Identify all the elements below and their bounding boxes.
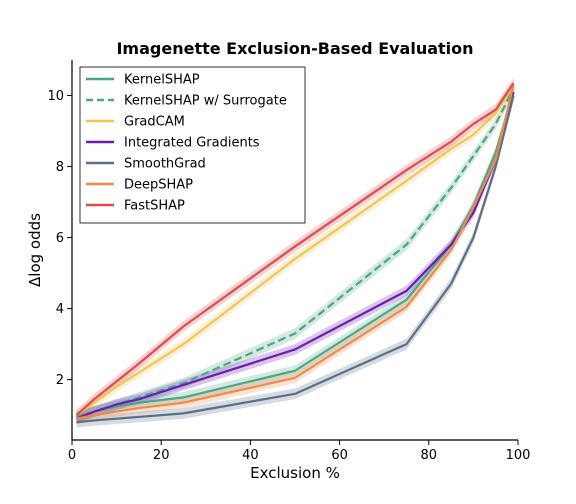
x-tick-label: 40 [242, 448, 259, 463]
y-tick-label: 4 [56, 302, 64, 317]
x-tick-label: 60 [331, 448, 348, 463]
series-line-gradcam [75, 84, 515, 417]
series-lines [75, 82, 515, 424]
confidence-bands [76, 77, 514, 428]
band-gradcam [76, 79, 514, 421]
series-line-deepshap [76, 84, 515, 420]
x-axis-label: Exclusion % [250, 464, 340, 482]
x-tick-label: 0 [68, 448, 76, 463]
legend-label-fastshap: FastSHAP [124, 199, 185, 214]
y-tick-label: 2 [56, 373, 64, 388]
x-tick-label: 20 [153, 448, 170, 463]
series-line-smoothgrad [76, 95, 515, 424]
series-line-kernelshap-w-surrogate [76, 87, 515, 418]
legend-label-smoothgrad: SmoothGrad [124, 157, 206, 172]
y-axis-label: Δlog odds [26, 213, 44, 287]
x-tick-label: 100 [506, 448, 531, 463]
x-tick-label: 80 [421, 448, 438, 463]
legend-box [79, 66, 306, 224]
y-tick-label: 10 [47, 89, 64, 104]
series-line-integrated-gradients [76, 91, 515, 420]
band-smoothgrad [76, 90, 514, 428]
series-line-kernelshap [76, 91, 515, 418]
legend-label-integrated-gradients: Integrated Gradients [124, 136, 260, 151]
legend: KernelSHAP KernelSHAP w/ Surrogate GradCAM… [79, 66, 306, 224]
legend-label-deepshap: DeepSHAP [124, 178, 193, 193]
band-fastshap [76, 77, 514, 421]
legend-label-kernelshap-w-surrogate: KernelSHAP w/ Surrogate [124, 94, 287, 109]
chart-title: Imagenette Exclusion-Based Evaluation [116, 39, 473, 58]
legend-label-kernelshap: KernelSHAP [124, 73, 200, 88]
axes: 0 20 40 60 80 100 2 4 6 8 10 [47, 60, 530, 463]
series-line-fastshap [75, 82, 515, 416]
y-tick-label: 6 [56, 231, 64, 246]
y-tick-label: 8 [56, 160, 64, 175]
legend-label-gradcam: GradCAM [124, 115, 185, 130]
